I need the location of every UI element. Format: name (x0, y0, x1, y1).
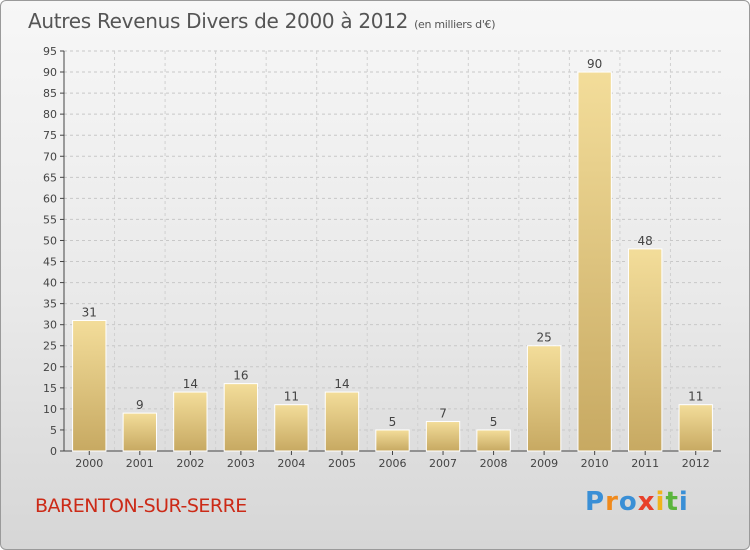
data-label: 25 (536, 331, 551, 345)
data-label: 14 (183, 377, 198, 391)
bar (425, 421, 461, 452)
y-tick-label: 90 (43, 66, 57, 79)
logo-letter: t (665, 487, 679, 517)
bar (274, 404, 309, 452)
x-tick-label: 2002 (176, 457, 204, 470)
y-tick-label: 5 (50, 424, 57, 437)
x-tick-label: 2011 (631, 457, 659, 470)
x-tick-label: 2009 (530, 457, 558, 470)
data-label: 9 (136, 398, 144, 412)
y-tick-label: 80 (43, 108, 57, 121)
y-tick-label: 40 (43, 277, 57, 290)
chart-title-text: Autres Revenus Divers de 2000 à 2012 (28, 9, 409, 33)
logo-letter: i (678, 487, 689, 517)
data-label: 31 (82, 305, 97, 319)
y-tick-label: 70 (43, 150, 57, 163)
bar (324, 391, 360, 452)
x-tick-label: 2000 (75, 457, 103, 470)
chart-subtitle: (en milliers d'€) (414, 18, 496, 31)
bar (375, 429, 410, 452)
logo-letter: r (605, 487, 619, 517)
bar (476, 429, 511, 452)
x-tick-label: 2006 (379, 457, 407, 470)
data-label: 14 (334, 377, 349, 391)
y-tick-label: 60 (43, 192, 57, 205)
data-label: 5 (490, 415, 498, 429)
bar (223, 383, 259, 452)
x-tick-label: 2004 (277, 457, 305, 470)
logo-letter: o (618, 487, 638, 517)
logo-letter: P (585, 487, 606, 517)
x-tick-label: 2012 (682, 457, 710, 470)
y-tick-label: 75 (43, 129, 57, 142)
x-tick-label: 2007 (429, 457, 457, 470)
y-tick-label: 15 (43, 382, 57, 395)
y-tick-label: 25 (43, 340, 57, 353)
x-tick-label: 2001 (126, 457, 154, 470)
y-tick-label: 95 (43, 45, 57, 58)
y-tick-label: 30 (43, 319, 57, 332)
y-tick-label: 45 (43, 256, 57, 269)
bar (628, 248, 663, 452)
data-label: 5 (389, 415, 397, 429)
bar (526, 345, 562, 452)
data-label: 11 (284, 390, 299, 404)
chart-title: Autres Revenus Divers de 2000 à 2012 (en … (28, 9, 496, 33)
y-tick-label: 20 (43, 361, 57, 374)
y-tick-label: 0 (50, 445, 57, 458)
logo-letter: i (655, 487, 666, 517)
x-tick-label: 2010 (581, 457, 609, 470)
y-tick-label: 10 (43, 403, 57, 416)
data-label: 48 (638, 234, 653, 248)
data-label: 7 (439, 407, 447, 421)
commune-name: BARENTON-SUR-SERRE (35, 495, 247, 517)
y-tick-label: 85 (43, 87, 57, 100)
data-label: 16 (233, 369, 248, 383)
proxiti-logo: Proxiti (585, 487, 689, 517)
y-tick-label: 55 (43, 213, 57, 226)
x-tick-label: 2005 (328, 457, 356, 470)
data-label: 90 (587, 57, 602, 71)
y-tick-label: 50 (43, 234, 57, 247)
x-tick-label: 2003 (227, 457, 255, 470)
bar (122, 412, 157, 452)
y-tick-label: 35 (43, 298, 57, 311)
y-tick-label: 65 (43, 171, 57, 184)
bar (577, 71, 612, 452)
bar (678, 404, 713, 452)
bar (173, 391, 208, 452)
data-label: 11 (688, 390, 703, 404)
bar (72, 319, 107, 452)
logo-letter: x (637, 487, 656, 517)
x-tick-label: 2008 (480, 457, 508, 470)
